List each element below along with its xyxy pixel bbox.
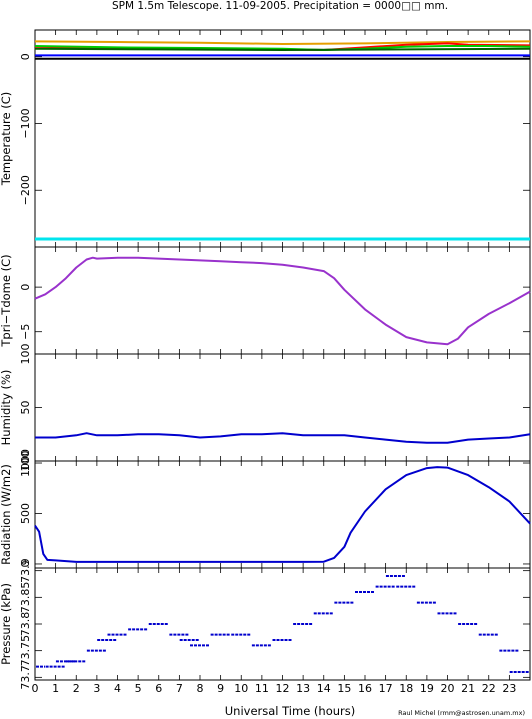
series-line-0-0 — [34, 40, 531, 45]
y-tick-label: 73.8 — [19, 612, 32, 637]
x-tick-label: 15 — [337, 682, 351, 695]
y-tick-label: 500 — [19, 503, 32, 524]
x-tick-label: 7 — [176, 682, 183, 695]
panel-frame — [34, 353, 531, 462]
x-tick-label: 14 — [317, 682, 331, 695]
x-tick-label: 10 — [234, 682, 248, 695]
y-tick-label: 1000 — [19, 449, 32, 477]
y-tick-label: 100 — [19, 344, 32, 365]
x-tick-label: 22 — [482, 682, 496, 695]
y-tick-label: 73.75 — [19, 635, 32, 667]
panel-frame — [34, 246, 531, 355]
y-tick-label: 50 — [19, 401, 32, 415]
panel-2: 100 50 100 Humidity (%) — [0, 344, 531, 472]
y-tick-label: −200 — [19, 175, 32, 205]
series-line-3-0 — [34, 466, 531, 563]
y-axis-label: Pressure (kPa) — [0, 583, 13, 665]
x-tick-label: 19 — [420, 682, 434, 695]
author-credit: Raul Michel (rmm@astrosen.unam.mx) — [398, 709, 525, 717]
y-tick-label: 0 — [19, 284, 32, 291]
x-tick-label: 4 — [114, 682, 121, 695]
y-tick-label: 73.85 — [19, 582, 32, 614]
x-tick-label: 20 — [441, 682, 455, 695]
panel-frame — [34, 29, 531, 248]
series-line-0-3 — [34, 47, 531, 51]
x-tick-label: 11 — [255, 682, 269, 695]
panel-0: 0 −100 −200 Temperature (C) — [0, 29, 531, 248]
x-tick-label: 17 — [379, 682, 393, 695]
x-tick-label: 0 — [32, 682, 39, 695]
x-tick-label: 8 — [197, 682, 204, 695]
chart-title: SPM 1.5m Telescope. 11-09-2005. Precipit… — [112, 0, 448, 12]
panel-frame — [34, 460, 531, 569]
panel-1: 0 −5 Tpri−Tdome (C) — [0, 246, 531, 355]
x-tick-label: 18 — [399, 682, 413, 695]
y-axis-label: Temperature (C) — [0, 92, 13, 187]
x-axis-label: Universal Time (hours) — [225, 704, 356, 718]
x-tick-label: 23 — [502, 682, 516, 695]
panel-frame — [34, 567, 531, 681]
y-tick-label: 73.9 — [19, 558, 32, 583]
y-axis-label: Tpri−Tdome (C) — [0, 254, 13, 347]
y-tick-label: −100 — [19, 108, 32, 138]
y-tick-label: 100 — [19, 451, 32, 472]
x-tick-label: 12 — [276, 682, 290, 695]
series-line-1-0 — [34, 256, 531, 346]
x-tick-label: 13 — [296, 682, 310, 695]
y-axis-label: Humidity (%) — [0, 370, 13, 446]
x-tick-label: 5 — [135, 682, 142, 695]
x-tick-label: 21 — [461, 682, 475, 695]
y-axis-label: Radiation (W/m2) — [0, 464, 13, 565]
series-line-2-0 — [35, 432, 531, 444]
x-tick-label: 16 — [358, 682, 372, 695]
x-tick-label: 2 — [73, 682, 80, 695]
x-tick-label: 1 — [52, 682, 59, 695]
x-tick-label: 6 — [155, 682, 162, 695]
x-tick-label: 9 — [217, 682, 224, 695]
y-tick-label: 73.7 — [19, 665, 32, 690]
y-tick-label: 0 — [19, 53, 32, 60]
x-tick-label: 3 — [93, 682, 100, 695]
y-tick-label: −5 — [19, 324, 32, 340]
panel-3: 0 500 1000 Radiation (W/m2) — [0, 449, 531, 569]
y-tick-label: 0 — [19, 560, 32, 567]
